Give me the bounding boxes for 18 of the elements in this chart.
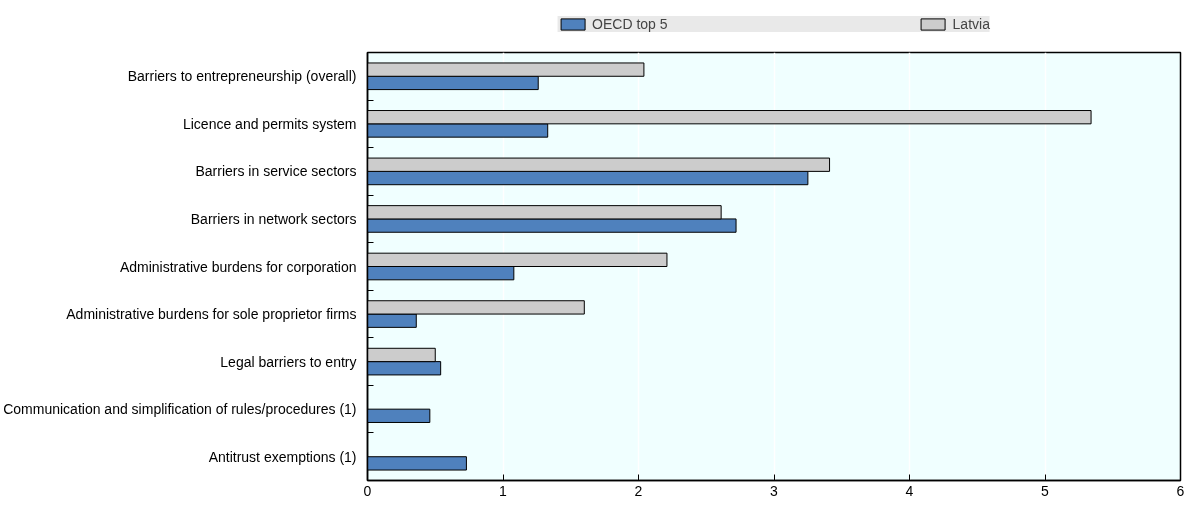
x-tick-label: 5: [1041, 482, 1050, 499]
y-tick-label: Administrative burdens for sole proprietor firms: [66, 306, 357, 323]
legend-label: OECD top 5: [592, 16, 668, 32]
y-tick-label: Barriers in network sectors: [190, 210, 357, 227]
y-tick-label: Legal barriers to entry: [220, 353, 357, 370]
x-tick-label: 3: [770, 482, 779, 499]
y-tick-label: Administrative burdens for corporation: [119, 258, 357, 275]
x-tick-label: 0: [363, 482, 372, 499]
x-tick-label: 2: [634, 482, 643, 499]
y-tick-label: Communication and simplification of rules/procedures (1): [3, 401, 357, 418]
x-tick-label: 4: [905, 482, 914, 499]
legend-label: Latvia: [952, 16, 990, 32]
y-tick-label: Barriers in service sectors: [195, 163, 357, 180]
x-tick-label: 1: [499, 482, 508, 499]
y-tick-label: Barriers to entrepreneurship (overall): [127, 68, 357, 85]
y-tick-label: Licence and permits system: [182, 115, 357, 132]
y-tick-label: Antitrust exemptions (1): [208, 448, 357, 465]
x-tick-label: 6: [1176, 482, 1185, 499]
